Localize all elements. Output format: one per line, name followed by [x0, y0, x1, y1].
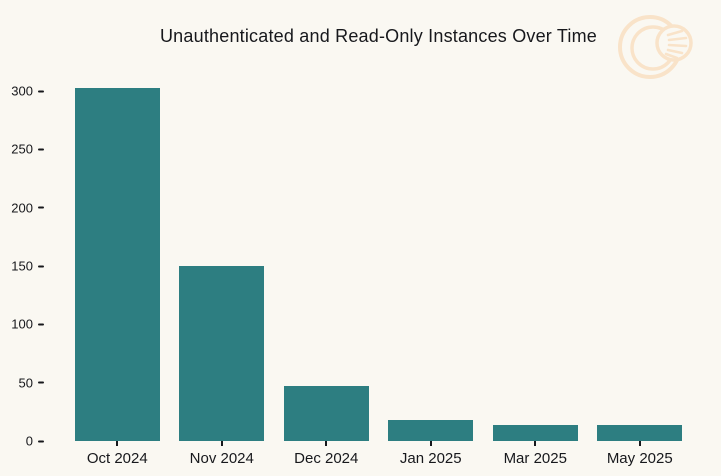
y-tick: 300: [11, 85, 44, 98]
y-tick: 250: [11, 143, 44, 156]
x-tick-mark: [429, 441, 432, 446]
y-tick-label: 0: [25, 433, 33, 449]
bar-mar-2025[interactable]: [492, 424, 578, 441]
y-tick-mark: [38, 90, 44, 92]
y-tick-mark: [38, 381, 44, 384]
y-tick: 100: [11, 318, 44, 331]
y-tick-label: 300: [11, 83, 33, 99]
y-tick-label: 250: [11, 141, 33, 157]
bar-slot: [588, 0, 693, 441]
bar-dec-2024[interactable]: [283, 386, 369, 441]
y-tick-mark: [38, 440, 44, 442]
y-tick: 200: [11, 201, 44, 214]
bar-slot: [483, 0, 588, 441]
x-tick-mark: [638, 441, 641, 446]
y-tick-mark: [38, 265, 44, 267]
x-category: May 2025: [588, 441, 693, 467]
bar-nov-2024[interactable]: [179, 266, 265, 441]
x-axis: Oct 2024 Nov 2024 Dec 2024 Jan 2025 Mar 2025…: [65, 441, 692, 467]
x-tick-mark: [325, 441, 328, 446]
x-category: Dec 2024: [274, 441, 379, 467]
bar-slot: [170, 0, 275, 441]
x-category: Nov 2024: [170, 441, 275, 467]
bar-slot: [65, 0, 170, 441]
y-axis: 0 50 100 150 200 250 300: [0, 85, 44, 448]
bar-slot: [379, 0, 484, 441]
y-tick-mark: [38, 323, 44, 326]
x-tick-mark: [116, 441, 119, 446]
bar-slot: [274, 0, 379, 441]
y-tick-label: 50: [18, 375, 33, 391]
y-tick: 0: [26, 435, 44, 448]
y-tick: 50: [19, 376, 44, 389]
y-tick-mark: [38, 148, 44, 151]
brand-logo-watermark: [618, 15, 693, 79]
x-tick-mark: [220, 441, 223, 446]
plot-area: [65, 0, 692, 441]
x-category: Jan 2025: [379, 441, 484, 467]
x-category: Mar 2025: [483, 441, 588, 467]
chart-title: Unauthenticated and Read-Only Instances …: [159, 26, 598, 46]
x-tick-label: May 2025: [606, 450, 673, 467]
x-tick-label: Nov 2024: [189, 450, 254, 467]
y-tick-label: 200: [11, 200, 33, 216]
y-tick: 150: [11, 260, 44, 273]
bar-may-2025[interactable]: [597, 424, 683, 441]
x-category: Oct 2024: [65, 441, 170, 467]
x-tick-label: Jan 2025: [399, 450, 462, 467]
x-tick-label: Mar 2025: [503, 450, 567, 467]
bar-oct-2024[interactable]: [74, 87, 160, 441]
bar-jan-2025[interactable]: [388, 420, 474, 441]
y-tick-mark: [38, 206, 44, 209]
x-tick-label: Dec 2024: [294, 450, 359, 467]
logo-rays-circle: [655, 24, 693, 62]
x-tick-mark: [534, 441, 537, 446]
logo-rays: [664, 29, 688, 60]
y-tick-label: 100: [11, 316, 33, 332]
x-tick-label: Oct 2024: [86, 450, 148, 467]
y-tick-label: 150: [11, 258, 33, 274]
